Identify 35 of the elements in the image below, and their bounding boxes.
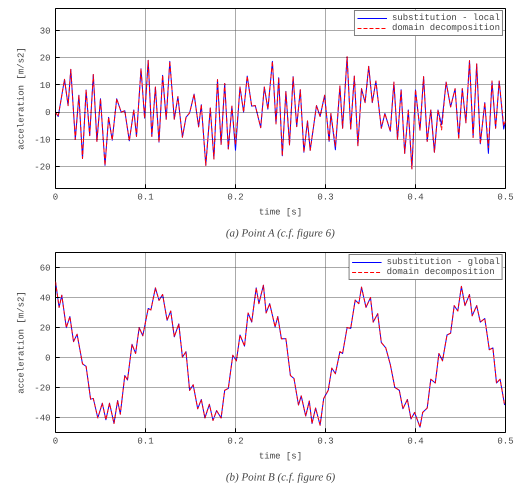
legend-label: domain decomposition xyxy=(392,23,500,33)
x-tick-label: 0.1 xyxy=(137,436,154,446)
y-tick-label: -40 xyxy=(34,414,50,424)
y-tick-label: 10 xyxy=(40,80,51,91)
x-tick-label: 0.4 xyxy=(407,436,424,446)
y-tick-label: 60 xyxy=(40,264,51,274)
y-tick-label: -20 xyxy=(34,162,50,173)
y-tick-label: 30 xyxy=(40,26,51,36)
y-tick-label: 40 xyxy=(40,294,51,304)
y-axis-title: acceleration [m/s2] xyxy=(16,47,26,150)
y-tick-label: 0 xyxy=(45,108,51,118)
y-tick-label: 20 xyxy=(40,54,51,64)
x-tick-label: 0 xyxy=(52,436,58,446)
x-axis-title: time [s] xyxy=(258,208,302,218)
text: (b) Point B (c.f. figure 6) xyxy=(226,472,336,484)
x-tick-label: 0.5 xyxy=(497,192,514,202)
x-tick-label: 0.4 xyxy=(407,192,424,202)
x-tick-label: 0.2 xyxy=(227,192,244,202)
line-series xyxy=(56,281,506,428)
x-tick-label: 0.1 xyxy=(137,192,154,202)
y-axis-title: acceleration [m/s2] xyxy=(16,291,26,394)
x-tick-label: 0.2 xyxy=(227,436,244,446)
x-tick-label: 0.3 xyxy=(317,436,334,446)
legend-label: domain decomposition xyxy=(386,267,495,277)
x-tick-label: 0 xyxy=(52,192,58,202)
legend-label: substitution - global xyxy=(386,257,500,267)
text: (a) Point A (c.f. figure 6) xyxy=(226,228,336,240)
x-tick-label: 0.3 xyxy=(317,192,334,202)
y-tick-label: -20 xyxy=(34,384,50,394)
y-tick-label: 20 xyxy=(40,324,51,334)
y-tick-label: -10 xyxy=(34,135,50,146)
y-tick-label: 0 xyxy=(45,354,51,364)
x-axis-title: time [s] xyxy=(258,452,302,462)
x-tick-label: 0.5 xyxy=(497,436,514,446)
legend-label: substitution - local xyxy=(392,13,500,23)
